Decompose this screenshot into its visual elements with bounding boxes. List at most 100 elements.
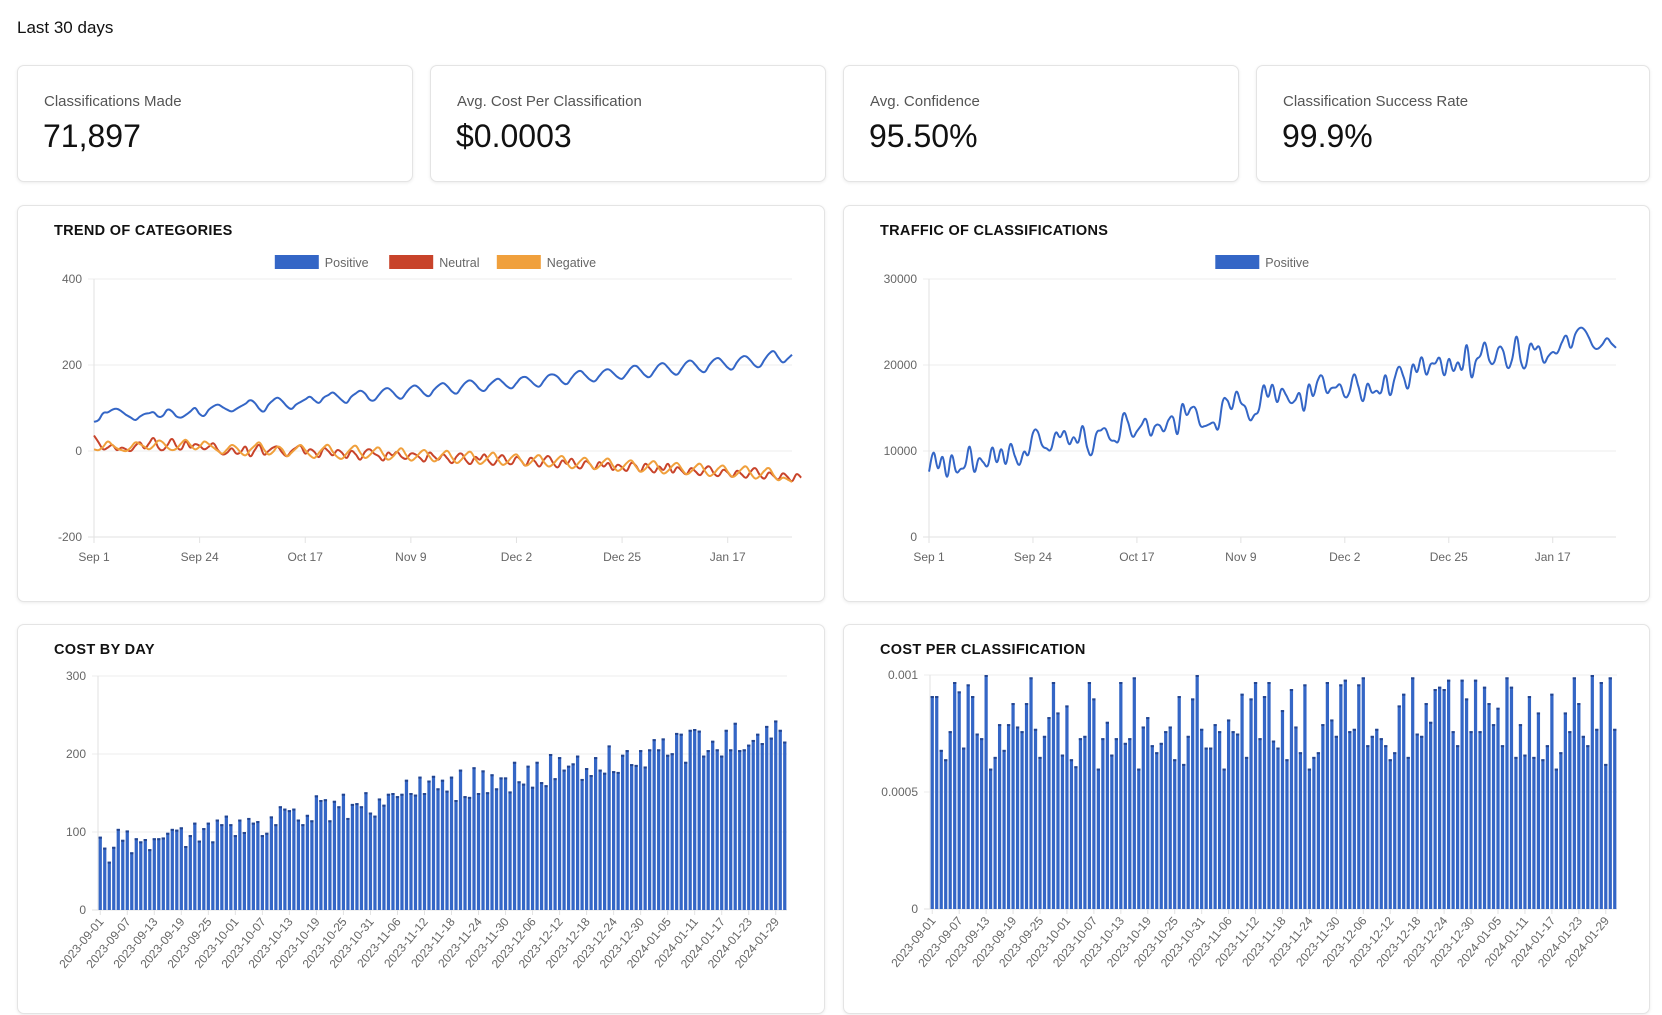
bar — [229, 824, 233, 910]
bar-cap — [445, 790, 449, 793]
bar — [1298, 752, 1303, 909]
bar-cap — [251, 822, 255, 825]
bar — [1168, 726, 1172, 909]
bar-cap — [747, 744, 751, 747]
bar-cap — [134, 838, 138, 841]
bar-cap — [319, 800, 323, 803]
bar — [377, 798, 382, 910]
bar — [553, 778, 557, 910]
bar-cap — [778, 729, 782, 732]
bar-cap — [107, 861, 111, 864]
bar-cap — [1361, 677, 1365, 680]
y-tick-label: 20000 — [884, 358, 918, 372]
bar — [139, 841, 143, 910]
bar-cap — [1608, 677, 1612, 680]
bar — [711, 740, 715, 910]
bar — [729, 749, 733, 910]
bar — [733, 722, 737, 910]
bar — [1182, 763, 1186, 909]
bar — [157, 838, 161, 910]
bar — [1532, 756, 1536, 909]
bar — [1240, 693, 1244, 909]
bar-cap — [386, 793, 391, 796]
bar — [607, 745, 611, 910]
bar-cap — [765, 725, 769, 728]
bar-cap — [1478, 731, 1482, 734]
bar-cap — [166, 832, 170, 835]
bar-cap — [301, 824, 305, 827]
stat-card-avg-confidence: Avg. Confidence 95.50% — [843, 65, 1239, 182]
bar — [332, 800, 337, 910]
bar — [980, 738, 984, 909]
bar-cap — [400, 793, 404, 796]
bar — [328, 820, 332, 910]
bar — [1604, 763, 1608, 909]
cost-by-day-chart: 30020010002023-09-012023-09-072023-09-13… — [56, 669, 787, 971]
bar-cap — [310, 820, 314, 823]
bar-cap — [1536, 712, 1541, 715]
bar-cap — [202, 828, 206, 831]
bar — [603, 772, 607, 910]
bar-cap — [355, 803, 359, 806]
bar-cap — [1209, 747, 1213, 750]
bar — [1339, 684, 1343, 909]
bar — [1442, 689, 1446, 909]
bar-cap — [702, 755, 706, 758]
bar-cap — [774, 720, 778, 723]
bar — [413, 794, 418, 910]
bar-cap — [1509, 686, 1514, 689]
bar-cap — [1226, 719, 1231, 722]
bar — [355, 803, 359, 910]
bar-cap — [1455, 745, 1460, 748]
bar — [971, 696, 975, 909]
bar — [242, 832, 246, 910]
bar-cap — [584, 768, 589, 771]
bar-cap — [152, 838, 156, 841]
y-tick-label: 10000 — [884, 444, 918, 458]
bar-cap — [1276, 747, 1280, 750]
bar — [1280, 710, 1285, 909]
chart-title: COST PER CLASSIFICATION — [880, 642, 1086, 658]
bar — [1056, 712, 1060, 909]
bar-cap — [1572, 677, 1576, 680]
bar — [148, 849, 152, 910]
bar — [1559, 752, 1563, 909]
bar-cap — [535, 761, 539, 764]
bar-cap — [517, 781, 521, 784]
bar — [657, 749, 661, 910]
bar-cap — [603, 772, 607, 775]
bar — [1447, 679, 1451, 909]
bar — [1146, 717, 1150, 909]
bar-cap — [738, 750, 742, 753]
bar-cap — [760, 743, 764, 746]
bar-cap — [706, 750, 710, 753]
bar — [1411, 677, 1415, 909]
bar-cap — [224, 815, 228, 818]
bar-cap — [1011, 703, 1015, 706]
bar — [319, 800, 323, 910]
bar-cap — [670, 753, 674, 756]
bar — [265, 832, 269, 910]
bar-cap — [431, 775, 436, 778]
bar — [508, 791, 512, 910]
bar-cap — [593, 757, 598, 760]
bar — [1119, 682, 1123, 909]
bar-cap — [697, 730, 701, 733]
bar — [1218, 731, 1222, 909]
bar-cap — [440, 779, 445, 782]
bar — [589, 775, 593, 910]
bar-cap — [1002, 749, 1006, 752]
bar — [1608, 677, 1612, 909]
bar — [1083, 735, 1087, 909]
bar-cap — [1420, 735, 1424, 738]
bar — [616, 771, 620, 910]
bar-cap — [1402, 693, 1406, 696]
bar — [1357, 684, 1361, 909]
bar — [997, 724, 1002, 909]
bar-cap — [953, 682, 957, 685]
bar-cap — [283, 808, 287, 811]
bar-cap — [472, 767, 476, 770]
bar-cap — [197, 840, 201, 843]
bar — [1487, 703, 1491, 909]
bar — [1527, 696, 1532, 909]
